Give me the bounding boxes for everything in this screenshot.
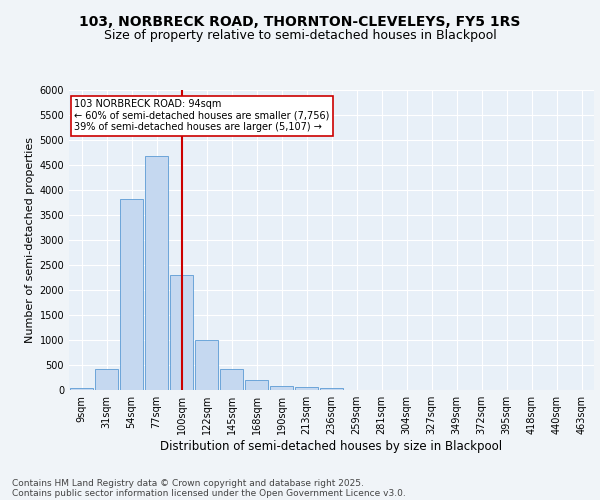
Bar <box>295 386 318 390</box>
Y-axis label: Number of semi-detached properties: Number of semi-detached properties <box>25 137 35 343</box>
Bar <box>95 368 118 390</box>
Bar <box>320 388 343 390</box>
Text: 103 NORBRECK ROAD: 94sqm
← 60% of semi-detached houses are smaller (7,756)
39% o: 103 NORBRECK ROAD: 94sqm ← 60% of semi-d… <box>74 99 329 132</box>
Text: Size of property relative to semi-detached houses in Blackpool: Size of property relative to semi-detach… <box>104 28 496 42</box>
Text: 103, NORBRECK ROAD, THORNTON-CLEVELEYS, FY5 1RS: 103, NORBRECK ROAD, THORNTON-CLEVELEYS, … <box>79 16 521 30</box>
Text: Contains HM Land Registry data © Crown copyright and database right 2025.: Contains HM Land Registry data © Crown c… <box>12 478 364 488</box>
X-axis label: Distribution of semi-detached houses by size in Blackpool: Distribution of semi-detached houses by … <box>160 440 503 453</box>
Bar <box>220 369 243 390</box>
Bar <box>170 275 193 390</box>
Bar <box>195 340 218 390</box>
Bar <box>270 386 293 390</box>
Text: Contains public sector information licensed under the Open Government Licence v3: Contains public sector information licen… <box>12 488 406 498</box>
Bar <box>245 380 268 390</box>
Bar <box>145 156 168 390</box>
Bar <box>120 199 143 390</box>
Bar <box>70 388 93 390</box>
